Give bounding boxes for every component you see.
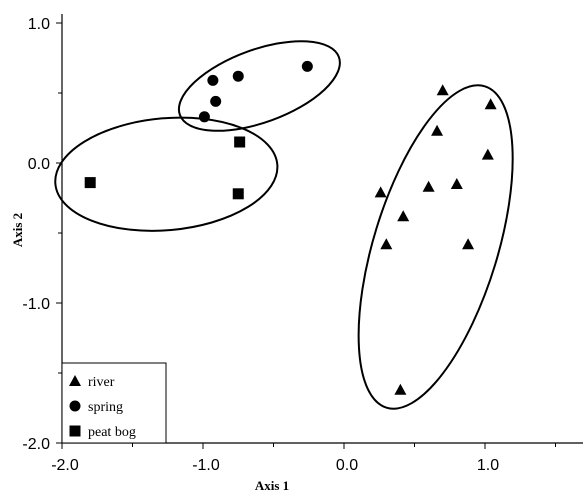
peat-bog-point: [232, 188, 244, 200]
river-point: [462, 238, 475, 250]
river-point: [484, 98, 497, 110]
river-point: [481, 148, 494, 160]
legend-label-river: river: [88, 375, 115, 390]
y-axis-title: Axis 2: [10, 213, 25, 247]
data-points: [84, 60, 497, 395]
legend-label-peat-bog: peat bog: [88, 425, 136, 440]
group-ellipses: [54, 40, 514, 410]
x-tick-label: -2.0: [51, 457, 79, 474]
peat-bog-ellipse: [54, 116, 279, 232]
x-tick-label: 0.0: [336, 457, 358, 474]
river-point: [422, 180, 435, 192]
river-point: [380, 238, 393, 250]
river-point: [374, 186, 387, 198]
spring-point: [210, 95, 222, 107]
spring-point: [207, 74, 219, 86]
axes: -2.0 -1.0 0.0 1.0 1.0 0.0 -1.0 -2.0: [22, 14, 583, 474]
x-axis-title: Axis 1: [255, 478, 289, 493]
peat-bog-point: [234, 136, 246, 148]
y-tick-label: 0.0: [28, 156, 50, 173]
y-tick-label: 1.0: [28, 16, 50, 33]
spring-ellipse: [177, 40, 341, 132]
legend-label-spring: spring: [88, 400, 123, 415]
spring-point: [301, 60, 313, 72]
legend-marker-river: [69, 375, 81, 386]
legend-marker-spring: [69, 400, 81, 412]
river-ellipse: [357, 84, 514, 410]
y-tick-label: -1.0: [22, 296, 50, 313]
x-tick-label: -1.0: [192, 457, 220, 474]
spring-point: [198, 111, 210, 123]
x-tick-label: 1.0: [477, 457, 499, 474]
legend-marker-peat-bog: [69, 425, 81, 437]
spring-point: [232, 70, 244, 82]
river-point: [431, 124, 444, 136]
peat-bog-point: [84, 177, 96, 189]
river-point: [450, 178, 463, 189]
river-point: [436, 84, 449, 96]
y-tick-label: -2.0: [22, 436, 50, 453]
legend: river spring peat bog: [61, 362, 167, 444]
river-point: [397, 210, 410, 222]
river-point: [394, 383, 407, 395]
